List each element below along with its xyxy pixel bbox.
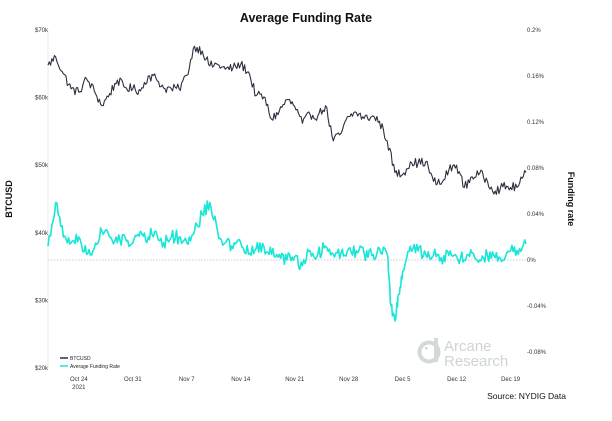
x-tick-label: Nov 21 xyxy=(285,377,305,383)
left-tick-label: $60k xyxy=(35,96,49,102)
legend-label: Average Funding Rate xyxy=(70,364,120,370)
arcane-research-logo: Arcane Research xyxy=(417,338,508,370)
x-tick-label: Dec 19 xyxy=(501,377,521,383)
right-tick-label: 0.08% xyxy=(527,166,545,172)
funding-rate-line xyxy=(47,200,527,322)
chart-title: Average Funding Rate xyxy=(240,11,372,25)
x-year-label: 2021 xyxy=(72,385,86,391)
x-axis-ticks: Oct 24 2021 Oct 31 Nov 7 Nov 14 Nov 21 Nov 28 D… xyxy=(70,377,521,391)
source-note: Source: NYDIG Data xyxy=(487,391,566,401)
arcane-logo-icon xyxy=(417,338,441,364)
right-tick-label: -0.04% xyxy=(527,304,547,310)
legend-label: BTCUSD xyxy=(70,356,91,362)
x-tick-label: Oct 24 xyxy=(70,377,88,383)
left-tick-label: $40k xyxy=(35,231,49,237)
left-axis-ticks: $20k $30k $40k $50k $60k $70k xyxy=(35,28,49,372)
x-tick-label: Oct 31 xyxy=(124,377,142,383)
right-axis-ticks: -0.08% -0.04% 0% 0.04% 0.08% 0.12% 0.16% 0.2% xyxy=(527,28,547,356)
x-tick-label: Nov 14 xyxy=(231,377,251,383)
x-tick-label: Nov 28 xyxy=(339,377,359,383)
btcusd-line xyxy=(47,45,527,195)
right-tick-label: 0.16% xyxy=(527,74,545,80)
right-tick-label: 0.12% xyxy=(527,120,545,126)
series-layer xyxy=(47,45,527,322)
legend: BTCUSD Average Funding Rate xyxy=(60,356,120,370)
left-tick-label: $20k xyxy=(35,366,49,372)
right-tick-label: -0.08% xyxy=(527,350,547,356)
x-tick-label: Dec 5 xyxy=(395,377,411,383)
x-tick-label: Nov 7 xyxy=(179,377,195,383)
left-tick-label: $70k xyxy=(35,28,49,34)
right-axis-label: Funding rate xyxy=(566,172,576,227)
left-axis-label: BTCUSD xyxy=(4,180,14,218)
right-tick-label: 0.2% xyxy=(527,28,541,34)
left-tick-label: $50k xyxy=(35,163,49,169)
left-tick-label: $30k xyxy=(35,298,49,304)
right-tick-label: 0% xyxy=(527,258,536,264)
watermark-line1: Arcane xyxy=(444,338,492,355)
watermark-line2: Research xyxy=(444,353,508,370)
right-tick-label: 0.04% xyxy=(527,212,545,218)
x-tick-label: Dec 12 xyxy=(447,377,467,383)
